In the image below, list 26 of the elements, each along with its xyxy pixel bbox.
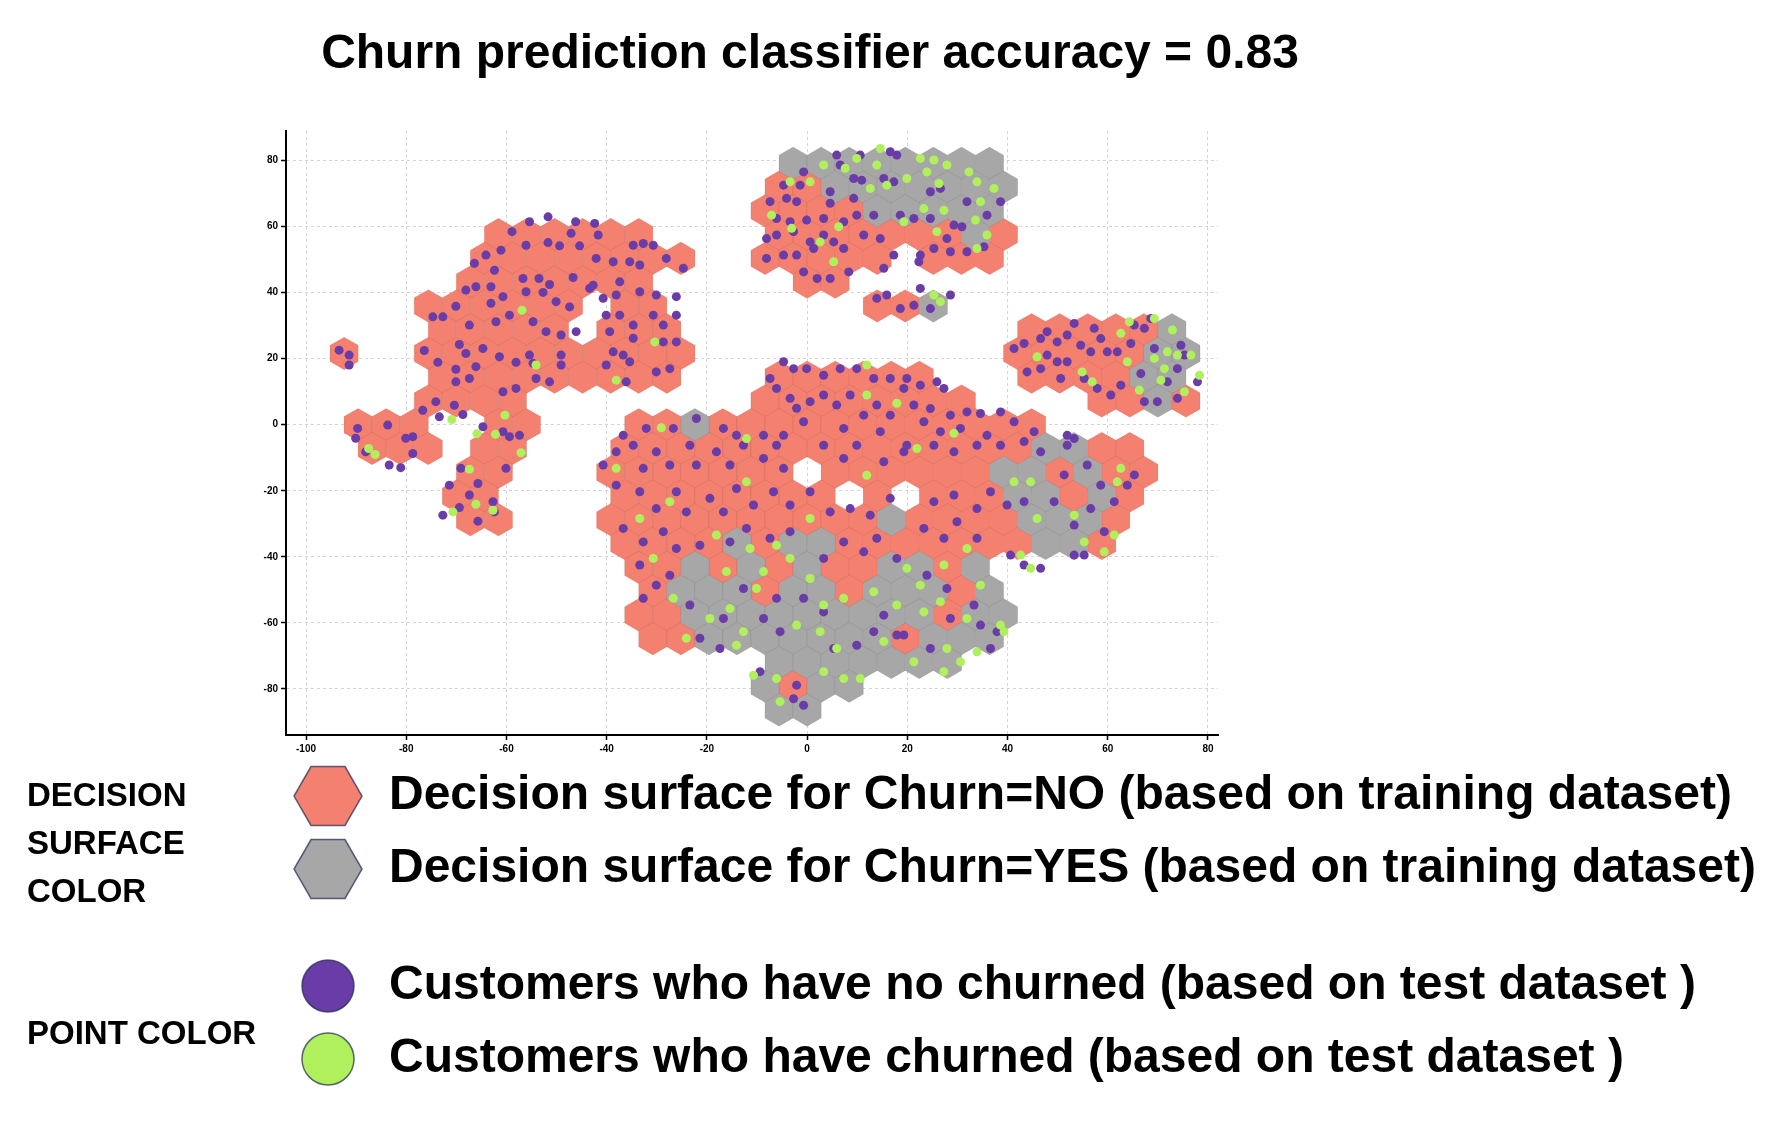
text: POINT COLOR — [27, 1013, 257, 1051]
legend-label: Decision surface for Churn=NO (based on training dataset) — [389, 766, 1732, 820]
y-tick-label: 60 — [266, 220, 279, 232]
x-tick-label: -60 — [499, 742, 515, 754]
text: DECISION SURFACE COLOR — [27, 775, 187, 909]
x-tick-label: -20 — [699, 742, 715, 754]
legend-label: Customers who have no churned (based on test dataset ) — [389, 956, 1696, 1010]
x-tick-label: 80 — [1202, 742, 1214, 754]
y-tick-label: -60 — [263, 616, 279, 628]
y-tick-label: -20 — [263, 484, 279, 496]
y-tick-label: -80 — [263, 682, 279, 694]
y-tick-label: -40 — [263, 550, 279, 562]
x-tick-label: 20 — [901, 742, 914, 754]
x-tick-label: 0 — [804, 742, 811, 754]
x-tick-label: -100 — [296, 742, 317, 754]
x-tick-label: -80 — [399, 742, 414, 754]
legend-label: Customers who have churned (based on test dataset ) — [389, 1029, 1624, 1083]
y-tick-label: 40 — [266, 286, 279, 298]
y-tick-label: 0 — [272, 418, 279, 430]
x-tick-label: 60 — [1102, 742, 1114, 754]
y-tick-label: 20 — [266, 352, 279, 364]
chart-title: Churn prediction classifier accuracy = 0.83 — [321, 25, 1299, 79]
x-tick-label: 40 — [1001, 742, 1014, 754]
x-tick-label: -40 — [599, 742, 615, 754]
y-tick-label: 80 — [266, 154, 279, 166]
legend-label: Decision surface for Churn=YES (based on training dataset) — [389, 839, 1756, 893]
